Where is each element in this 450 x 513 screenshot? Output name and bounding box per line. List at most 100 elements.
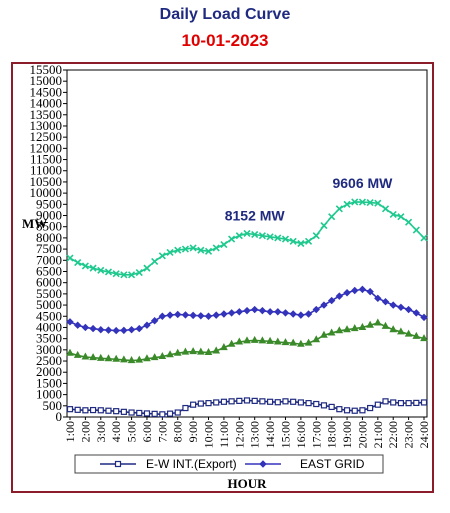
y-tick-label: 10000 <box>30 185 63 200</box>
y-tick-label: 3000 <box>36 342 62 357</box>
y-tick-label: 15500 <box>30 62 63 77</box>
y-tick-label: 11000 <box>30 163 62 178</box>
peak-label: 9606 MW <box>332 175 393 191</box>
data-point <box>251 230 259 239</box>
data-point <box>374 199 382 207</box>
x-tick-label: 24:00 <box>417 421 431 448</box>
data-point <box>243 397 251 404</box>
data-point <box>412 331 421 339</box>
data-point <box>182 404 189 412</box>
data-point <box>289 338 298 346</box>
data-point <box>212 311 220 319</box>
x-tick-label: 12:00 <box>232 421 246 448</box>
y-tick-label: 11500 <box>30 152 62 167</box>
x-tick-label: 3:00 <box>94 421 108 442</box>
data-point <box>258 336 267 344</box>
y-tick-label: 7000 <box>36 252 62 267</box>
data-point <box>235 337 244 345</box>
data-point <box>367 404 374 412</box>
x-tick-label: 18:00 <box>325 421 339 448</box>
data-point <box>181 347 190 355</box>
data-point <box>281 235 290 243</box>
data-point <box>381 205 390 213</box>
y-tick-label: 2500 <box>36 353 62 368</box>
data-point <box>158 352 167 360</box>
data-point <box>320 301 328 309</box>
x-tick-label: 8:00 <box>171 421 185 442</box>
data-point <box>259 398 266 405</box>
data-point <box>136 409 143 417</box>
data-point <box>104 354 113 362</box>
y-tick-label: 8000 <box>36 230 62 245</box>
series-line <box>66 285 428 335</box>
data-point <box>73 350 82 358</box>
data-point <box>189 311 197 320</box>
data-point <box>328 213 336 221</box>
data-point <box>81 323 90 332</box>
data-point <box>97 407 104 414</box>
data-point <box>113 408 120 415</box>
data-point <box>66 406 74 413</box>
data-point <box>135 324 143 333</box>
data-point <box>143 264 151 272</box>
data-point <box>266 336 274 344</box>
data-point <box>274 399 281 406</box>
y-tick-label: 2000 <box>36 364 62 379</box>
data-point <box>343 407 351 414</box>
legend-label: E-W INT.(Export) <box>146 457 237 471</box>
data-point <box>343 289 351 297</box>
data-point <box>159 411 166 418</box>
series-line <box>66 397 428 418</box>
data-point <box>227 339 236 347</box>
y-tick-label: 4500 <box>36 308 62 323</box>
data-point <box>274 234 282 242</box>
y-axis: 0500100015002000250030003500400045005000… <box>30 62 67 424</box>
data-point <box>204 247 213 255</box>
data-point <box>143 410 151 417</box>
x-tick-label: 7:00 <box>155 421 169 442</box>
y-tick-label: 12500 <box>30 129 63 144</box>
data-point <box>189 347 197 355</box>
data-point <box>381 321 390 329</box>
data-point <box>397 303 405 312</box>
data-point <box>143 321 151 329</box>
data-point <box>174 310 182 319</box>
legend-item: E-W INT.(Export) <box>100 457 237 471</box>
data-point <box>89 324 97 333</box>
data-point <box>374 294 382 303</box>
data-point <box>405 218 413 226</box>
x-axis-label: HOUR <box>228 476 268 491</box>
y-tick-label: 6000 <box>36 275 62 290</box>
data-point <box>327 328 336 336</box>
data-point <box>174 246 182 254</box>
x-tick-label: 20:00 <box>355 421 369 448</box>
data-point <box>220 241 228 249</box>
data-point <box>351 407 358 414</box>
x-tick-label: 15:00 <box>278 421 292 448</box>
data-point <box>127 271 136 279</box>
y-tick-label: 5000 <box>36 297 62 312</box>
data-point <box>381 297 390 306</box>
data-point <box>412 226 420 234</box>
data-point <box>112 354 121 362</box>
x-tick-label: 5:00 <box>125 421 139 442</box>
data-point <box>251 397 258 404</box>
legend: E-W INT.(Export) EAST GRID <box>74 454 384 474</box>
data-point <box>150 353 159 361</box>
x-tick-label: 4:00 <box>109 421 123 442</box>
data-point <box>305 400 312 407</box>
legend-label: EAST GRID <box>300 457 365 471</box>
x-tick-label: 23:00 <box>402 421 416 448</box>
data-point <box>297 339 305 347</box>
data-point <box>66 348 74 356</box>
data-point <box>297 239 305 248</box>
data-point <box>313 400 320 408</box>
data-point <box>290 398 297 405</box>
data-point <box>212 346 221 354</box>
data-point <box>151 410 158 417</box>
peak-label: 8152 MW <box>225 208 286 224</box>
data-point <box>390 399 397 406</box>
data-point <box>282 398 289 405</box>
data-point <box>404 329 413 337</box>
data-point <box>236 397 243 404</box>
